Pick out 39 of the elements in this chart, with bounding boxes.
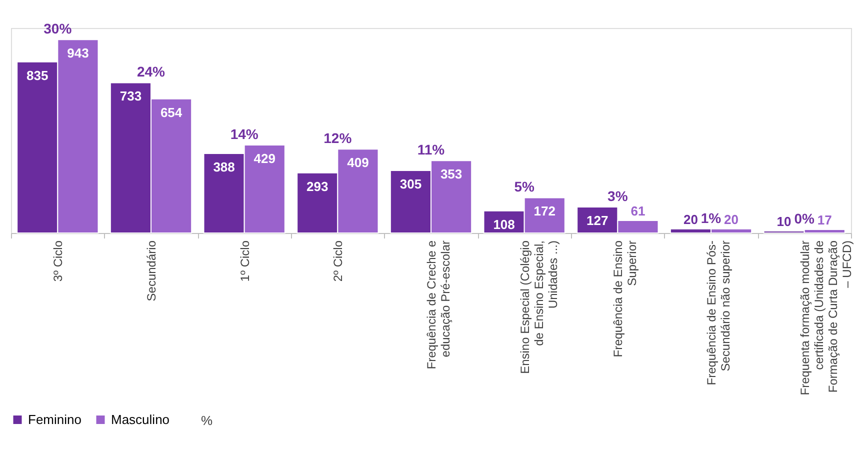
data-label: 293: [306, 178, 328, 194]
x-tick-label: 2º Ciclo: [331, 240, 346, 282]
annotation: 3%: [608, 188, 628, 204]
x-tick-label: 3º Ciclo: [51, 240, 66, 282]
data-label: 61: [630, 203, 646, 218]
legend-label: Masculino: [111, 412, 170, 427]
annotation: 11%: [417, 142, 446, 158]
data-label: 654: [160, 104, 183, 120]
data-label: 305: [400, 176, 422, 192]
data-label: 127: [586, 212, 608, 228]
text: %: [201, 413, 213, 428]
data-label: 388: [213, 159, 235, 174]
data-label: 172: [534, 204, 556, 219]
data-label: 733: [120, 88, 142, 104]
data-label: 20: [724, 212, 739, 227]
data-label: 943: [67, 46, 89, 61]
data-label: 429: [254, 151, 276, 166]
annotation: 24%: [136, 64, 166, 80]
data-label: 835: [26, 68, 48, 83]
legend-label: Feminino: [28, 412, 82, 427]
data-label: 353: [440, 166, 462, 182]
data-label: 17: [817, 212, 832, 228]
data-label: 20: [683, 212, 698, 227]
annotation: 30%: [44, 20, 72, 37]
x-tick-label: Frequência de Creche e educação Pré-escolar: [424, 240, 452, 370]
annotation: 0%: [794, 210, 815, 227]
x-tick-label: 1º Ciclo: [238, 240, 252, 282]
x-tick-label: Frequenta formação modular certificada (Unidades de Formação de Curta Duração – UFCD): [798, 240, 854, 396]
annotation: 12%: [324, 130, 352, 146]
x-tick-label: Frequência de Ensino Superior: [611, 240, 640, 358]
x-tick-label: Secundário: [144, 240, 158, 302]
data-label: 10: [776, 214, 792, 229]
data-label: 108: [493, 216, 515, 232]
x-tick-label: Ensino Especial (Colégio de Ensino Especial, Unidades ...): [518, 240, 560, 374]
x-tick-label: Frequência de Ensino Pós-Secundário não superior: [704, 240, 732, 386]
data-label: 409: [347, 155, 369, 170]
annotation: 14%: [230, 126, 259, 142]
annotation: 1%: [700, 210, 722, 226]
annotation: 5%: [514, 178, 535, 195]
